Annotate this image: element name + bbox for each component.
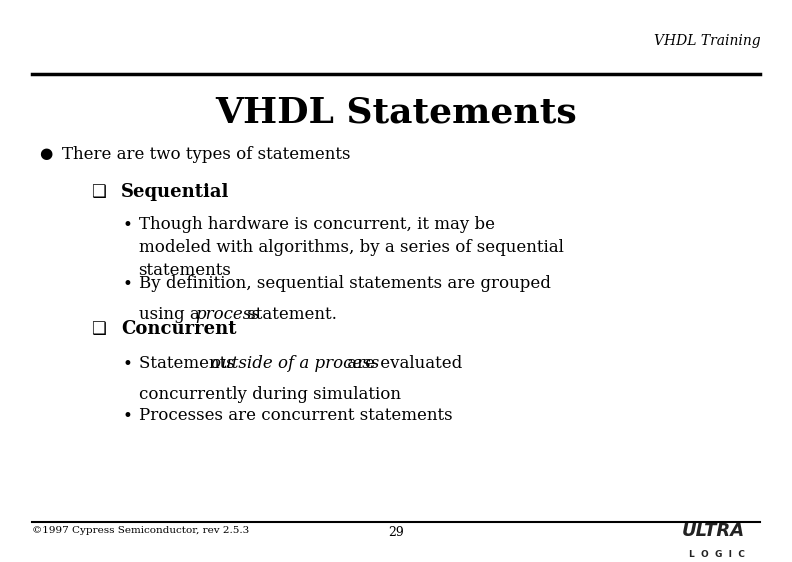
- Text: 29: 29: [388, 526, 404, 539]
- Text: •: •: [123, 355, 132, 373]
- Text: ●: ●: [40, 146, 53, 161]
- Text: •: •: [123, 275, 132, 293]
- Text: There are two types of statements: There are two types of statements: [62, 146, 350, 163]
- Text: VHDL Training: VHDL Training: [653, 34, 760, 48]
- Text: L  O  G  I  C: L O G I C: [688, 550, 744, 559]
- Text: are evaluated: are evaluated: [342, 355, 463, 372]
- Text: Sequential: Sequential: [121, 183, 230, 201]
- Text: concurrently during simulation: concurrently during simulation: [139, 386, 401, 403]
- Text: Processes are concurrent statements: Processes are concurrent statements: [139, 407, 452, 424]
- Text: •: •: [123, 216, 132, 234]
- Text: ULTRA: ULTRA: [681, 522, 744, 540]
- Text: Statements: Statements: [139, 355, 240, 372]
- Text: ❑: ❑: [91, 320, 106, 338]
- Text: statement.: statement.: [242, 306, 337, 323]
- Text: Concurrent: Concurrent: [121, 320, 237, 338]
- Text: •: •: [123, 407, 132, 425]
- Text: process: process: [196, 306, 261, 323]
- Text: VHDL Statements: VHDL Statements: [215, 96, 577, 129]
- Text: Though hardware is concurrent, it may be
modeled with algorithms, by a series of: Though hardware is concurrent, it may be…: [139, 216, 563, 279]
- Text: ©1997 Cypress Semiconductor, rev 2.5.3: ©1997 Cypress Semiconductor, rev 2.5.3: [32, 526, 249, 535]
- Text: ❑: ❑: [91, 183, 106, 201]
- Text: using a: using a: [139, 306, 204, 323]
- Text: outside of a process: outside of a process: [211, 355, 379, 372]
- Text: By definition, sequential statements are grouped: By definition, sequential statements are…: [139, 275, 550, 292]
